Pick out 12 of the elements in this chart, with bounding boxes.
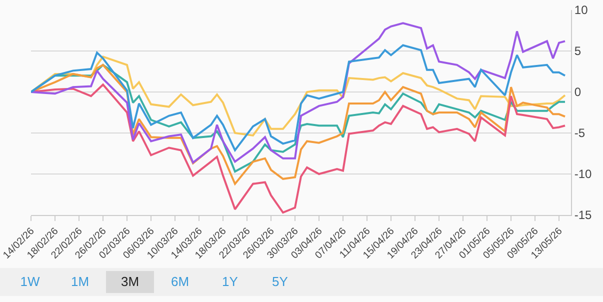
y-tick-label: -5	[574, 126, 586, 140]
y-tick-label: 0	[574, 85, 582, 100]
text: 1M	[70, 273, 90, 291]
y-tick-label: -15	[574, 208, 592, 222]
text: 1Y	[221, 273, 239, 291]
y-tick-label: 10	[574, 3, 588, 18]
text: 6M	[170, 273, 190, 291]
y-tick-label: 5	[574, 44, 582, 58]
text: 1W	[19, 273, 41, 291]
y-tick-label: -10	[574, 167, 592, 182]
text: 3M	[106, 271, 154, 293]
text: 5Y	[271, 273, 289, 291]
